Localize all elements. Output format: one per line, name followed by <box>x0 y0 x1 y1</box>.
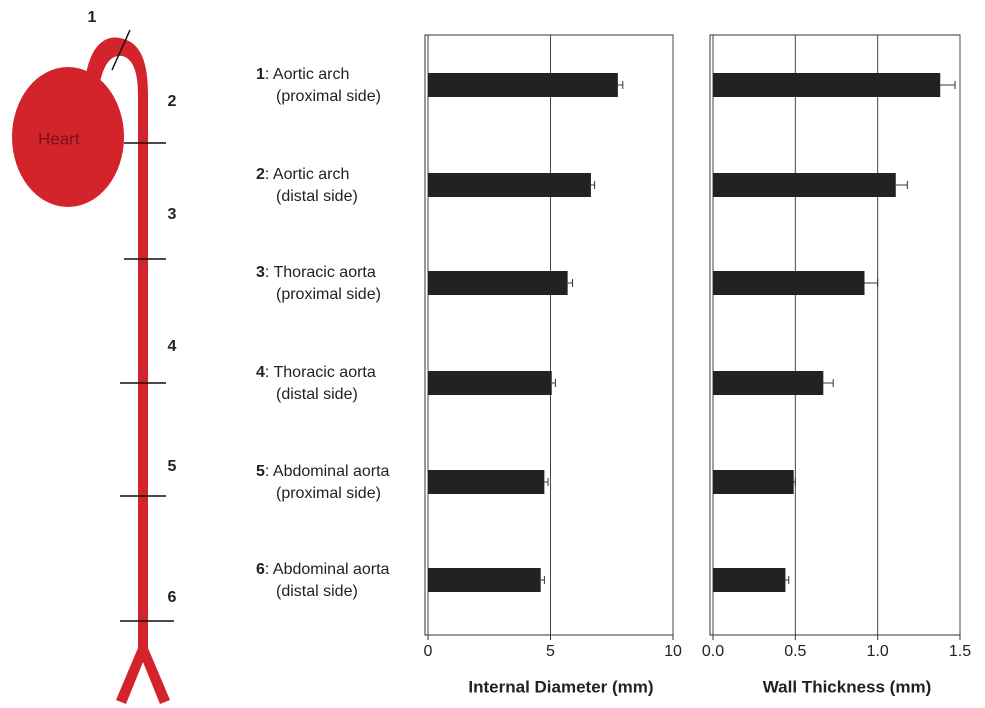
diagram-number: 6 <box>168 589 177 606</box>
x-axis-title: Internal Diameter (mm) <box>468 677 653 696</box>
x-tick-label: 1.5 <box>949 643 971 660</box>
bar <box>428 568 541 592</box>
segment-detail: (distal side) <box>276 188 358 205</box>
segment-label: 6: Abdominal aorta <box>256 561 390 578</box>
error-bar <box>591 181 595 189</box>
error-bar <box>896 181 908 189</box>
segment-number: 6 <box>256 561 265 578</box>
error-bar <box>785 576 788 584</box>
segment-number: 4 <box>256 364 265 381</box>
x-tick-label: 0.0 <box>702 643 724 660</box>
bar <box>713 568 785 592</box>
bar <box>428 173 591 197</box>
x-tick-label: 1.0 <box>867 643 889 660</box>
plot-frame <box>710 35 960 635</box>
bar <box>428 271 568 295</box>
segment-name: : Aortic arch <box>265 166 349 183</box>
error-bar <box>618 81 623 89</box>
segment-detail: (distal side) <box>276 386 358 403</box>
segment-name: : Abdominal aorta <box>265 561 390 578</box>
segment-detail: (distal side) <box>276 583 358 600</box>
x-tick-label: 5 <box>546 643 555 660</box>
error-bar <box>552 379 556 387</box>
segment-name: : Abdominal aorta <box>265 463 390 480</box>
bar <box>428 470 544 494</box>
error-bar <box>823 379 833 387</box>
segment-detail: (proximal side) <box>276 88 381 105</box>
segment-name: : Thoracic aorta <box>265 364 376 381</box>
diagram-number: 3 <box>168 206 177 223</box>
segment-number: 3 <box>256 264 265 281</box>
error-bar <box>864 279 877 287</box>
segment-label: 3: Thoracic aorta <box>256 264 376 281</box>
bar <box>713 271 864 295</box>
diagram-number: 2 <box>168 93 177 110</box>
bar <box>713 173 896 197</box>
diagram-number: 5 <box>168 458 177 475</box>
segment-label: 4: Thoracic aorta <box>256 364 376 381</box>
diagram-number: 1 <box>88 9 97 26</box>
segment-label: 2: Aortic arch <box>256 166 349 183</box>
bar <box>713 73 940 97</box>
bar <box>428 371 552 395</box>
plot-frame <box>425 35 673 635</box>
segment-detail: (proximal side) <box>276 485 381 502</box>
aorta-diagram: Heart <box>12 30 174 704</box>
x-tick-label: 10 <box>664 643 682 660</box>
segment-number: 2 <box>256 166 265 183</box>
bar <box>713 470 794 494</box>
segment-number: 5 <box>256 463 265 480</box>
segment-label: 1: Aortic arch <box>256 66 349 83</box>
segment-detail: (proximal side) <box>276 286 381 303</box>
x-tick-label: 0.5 <box>784 643 806 660</box>
diagram-number: 4 <box>168 338 177 355</box>
segment-name: : Aortic arch <box>265 66 349 83</box>
heart-label: Heart <box>38 129 80 148</box>
bar <box>428 73 618 97</box>
x-axis-title: Wall Thickness (mm) <box>763 677 931 696</box>
error-bar <box>544 478 548 486</box>
x-tick-label: 0 <box>424 643 433 660</box>
segment-name: : Thoracic aorta <box>265 264 376 281</box>
figure: Heart 11: Aortic arch(proximal side)22: … <box>0 0 985 708</box>
error-bar <box>940 81 955 89</box>
error-bar <box>568 279 573 287</box>
error-bar <box>541 576 545 584</box>
segment-number: 1 <box>256 66 265 83</box>
error-bar <box>794 478 796 486</box>
segment-label: 5: Abdominal aorta <box>256 463 390 480</box>
bar <box>713 371 823 395</box>
